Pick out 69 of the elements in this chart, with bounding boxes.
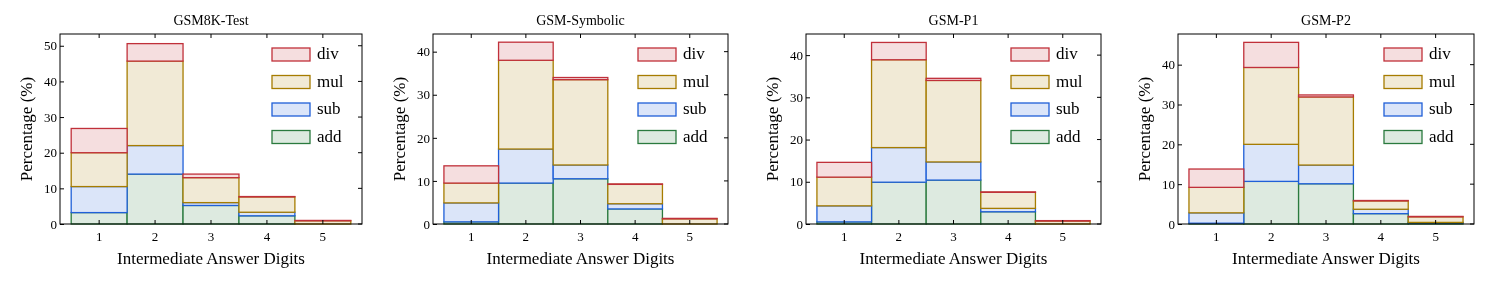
x-tick-label: 5 [1059, 229, 1067, 245]
chart-title: GSM-P1 [928, 13, 979, 28]
y-tick-label: 10 [790, 174, 803, 190]
y-tick-label: 50 [44, 38, 57, 54]
x-tick-label: 4 [631, 229, 639, 245]
legend-label: sub [317, 99, 341, 118]
legend-label: sub [1429, 99, 1453, 118]
x-tick-label: 5 [319, 229, 327, 245]
y-tick-label: 30 [417, 87, 430, 103]
y-axis-title: Percentage (%) [1135, 76, 1154, 182]
legend-label: mul [1429, 71, 1456, 91]
x-tick-label: 3 [1322, 229, 1330, 245]
y-tick-label: 40 [417, 44, 430, 60]
y-axis-title: Percentage (%) [17, 76, 36, 182]
y-tick-label: 0 [423, 216, 430, 232]
x-axis-title: Intermediate Answer Digits [859, 249, 1048, 268]
y-tick-label: 10 [417, 173, 430, 189]
y-tick-label: 20 [790, 132, 803, 148]
legend-label: sub [1056, 99, 1080, 118]
y-axis-title: Percentage (%) [390, 76, 409, 182]
legend-label: mul [683, 71, 710, 91]
x-tick-label: 2 [151, 229, 159, 245]
x-tick-label: 2 [895, 229, 903, 245]
y-tick-label: 10 [44, 181, 57, 197]
y-tick-label: 10 [1162, 176, 1175, 192]
y-tick-label: 20 [1162, 137, 1175, 152]
legend-label: add [1056, 126, 1082, 146]
legend-label: div [1429, 44, 1452, 63]
x-tick-label: 4 [263, 229, 271, 245]
y-tick-label: 40 [790, 47, 803, 63]
legend-label: add [317, 126, 343, 146]
x-tick-label: 5 [686, 229, 694, 245]
x-tick-label: 4 [1377, 229, 1385, 245]
x-tick-label: 5 [1432, 229, 1439, 245]
y-tick-label: 20 [417, 130, 430, 146]
legend-label: div [683, 44, 706, 63]
y-tick-label: 20 [44, 145, 57, 161]
legend-label: div [317, 44, 340, 63]
y-tick-label: 30 [1162, 97, 1175, 113]
legend-label: mul [1056, 71, 1083, 91]
y-tick-label: 0 [50, 216, 57, 232]
x-tick-label: 2 [522, 229, 530, 245]
x-tick-label: 1 [95, 229, 103, 245]
y-tick-label: 30 [790, 89, 803, 105]
x-tick-label: 3 [950, 229, 957, 245]
chart-title: GSM8K-Test [173, 13, 249, 28]
x-tick-label: 1 [840, 229, 848, 245]
x-axis-title: Intermediate Answer Digits [486, 249, 675, 268]
y-tick-label: 0 [796, 216, 803, 232]
y-tick-label: 40 [1162, 57, 1175, 73]
legend-label: add [683, 126, 709, 146]
y-tick-label: 30 [44, 109, 57, 125]
x-tick-label: 1 [467, 229, 475, 245]
y-tick-label: 40 [44, 74, 57, 90]
x-tick-label: 2 [1267, 229, 1275, 245]
legend-label: add [1429, 126, 1455, 146]
y-tick-label: 0 [1168, 216, 1175, 232]
x-tick-label: 3 [577, 229, 584, 245]
legend-label: div [1056, 44, 1079, 63]
x-tick-label: 1 [1213, 229, 1220, 245]
chart-title: GSM-P2 [1301, 13, 1351, 28]
y-axis-title: Percentage (%) [763, 76, 782, 182]
x-axis-title: Intermediate Answer Digits [1232, 249, 1420, 268]
x-tick-label: 4 [1004, 229, 1012, 245]
legend-label: mul [317, 71, 344, 91]
chart-title: GSM-Symbolic [536, 13, 625, 28]
x-axis-title: Intermediate Answer Digits [117, 249, 305, 268]
legend-label: sub [683, 99, 707, 118]
x-tick-label: 3 [207, 229, 215, 245]
